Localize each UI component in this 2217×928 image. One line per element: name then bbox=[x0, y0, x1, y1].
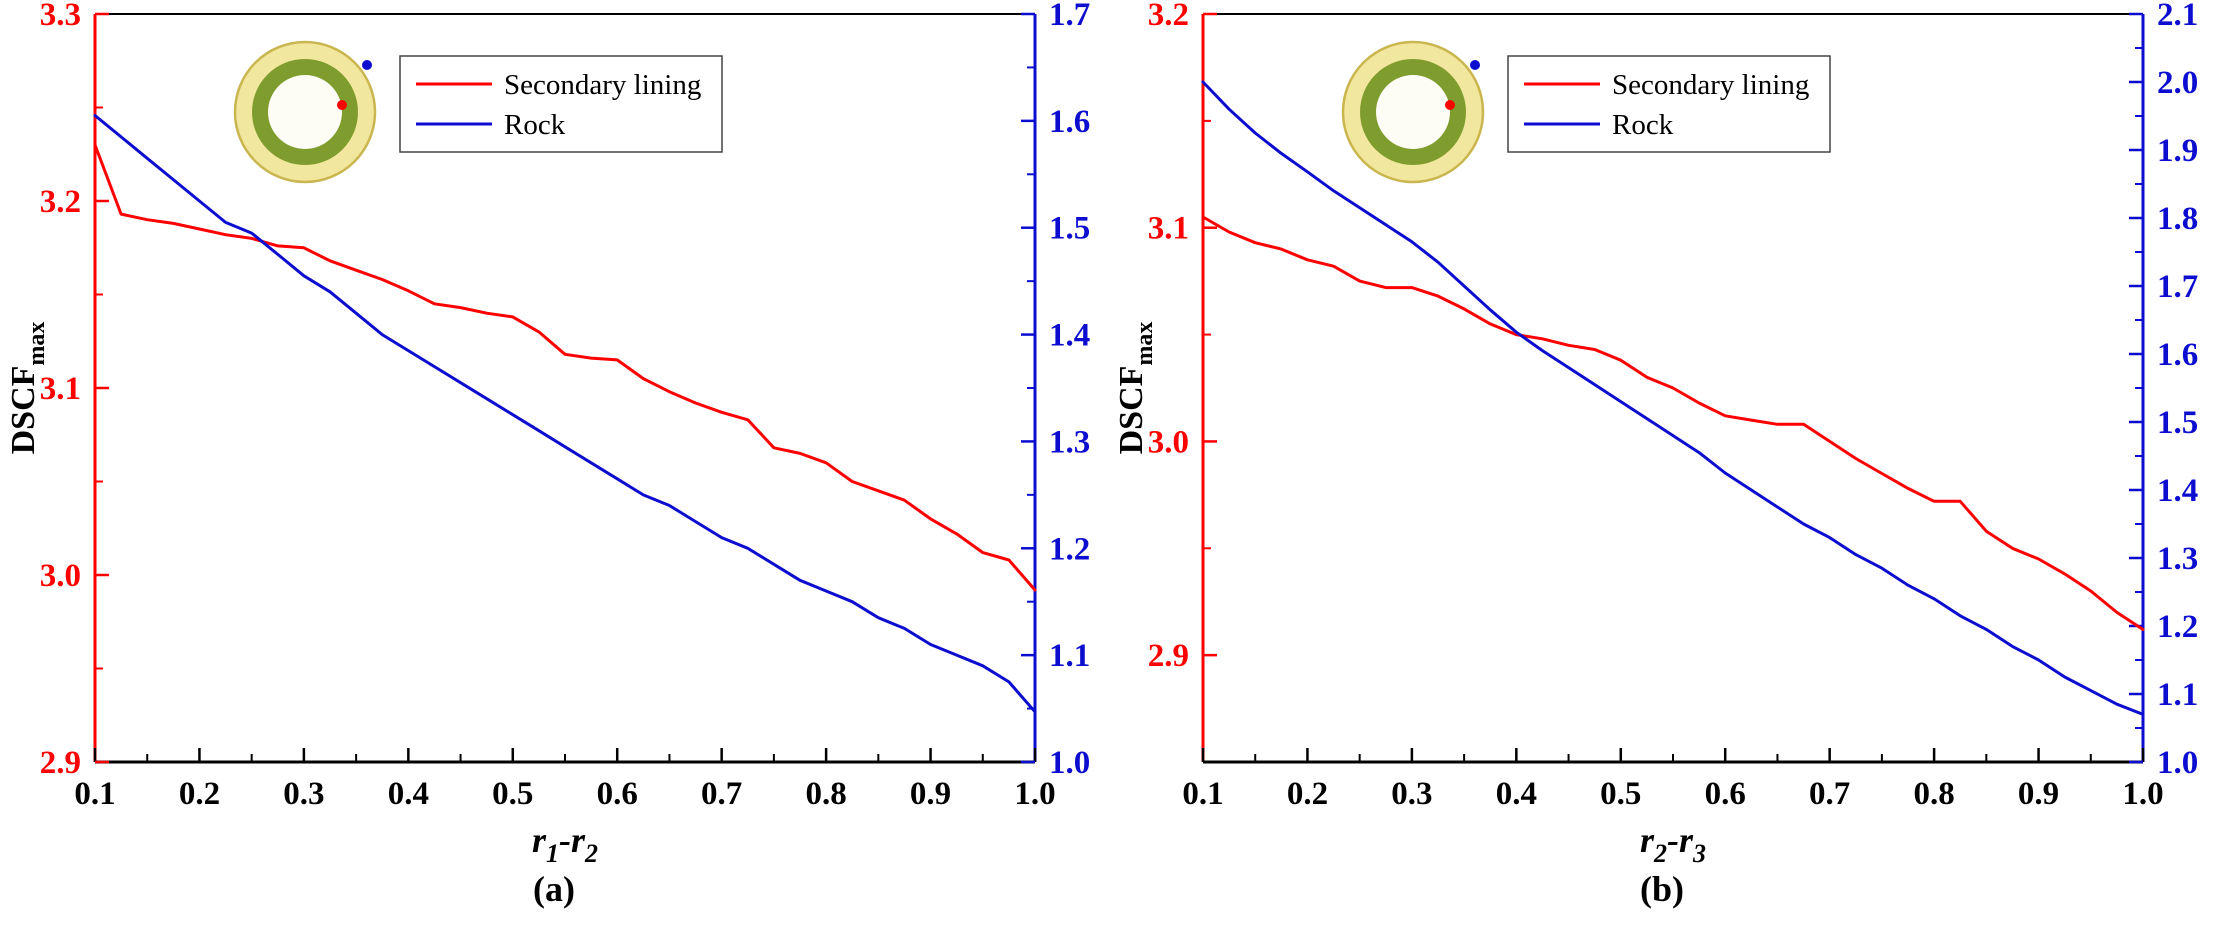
tunnel-cross-section-inset bbox=[233, 40, 377, 184]
x-tick-label: 0.3 bbox=[1391, 776, 1432, 812]
x-tick-label: 0.2 bbox=[179, 776, 220, 812]
right-tick-label: 1.7 bbox=[2157, 269, 2198, 305]
chart-svg-a: 0.1 0.2 0.3 0.4 0.5 0.6 0.7 0.8 0.9 1.0 2.9 3.0 3.1 3… bbox=[5, 0, 1090, 864]
right-tick-label: 1.5 bbox=[2157, 405, 2198, 441]
x-tick-label: 0.6 bbox=[1705, 776, 1746, 812]
left-tick-label: 2.9 bbox=[1148, 638, 1189, 674]
x-tick-label: 0.1 bbox=[1182, 776, 1223, 812]
chart-panel-a: 0.1 0.2 0.3 0.4 0.5 0.6 0.7 0.8 0.9 1.0 2.9 3.0 3.1 3… bbox=[0, 0, 1108, 928]
x-tick-label: 0.9 bbox=[2018, 776, 2059, 812]
x-tick-label: 0.8 bbox=[1913, 776, 1954, 812]
x-tick-label: 0.4 bbox=[388, 776, 429, 812]
legend-box bbox=[399, 55, 723, 153]
x-tick-label: 0.4 bbox=[1496, 776, 1537, 812]
series-line-secondary-lining bbox=[1201, 215, 2145, 631]
x-tick-label: 0.1 bbox=[74, 776, 115, 812]
lining-point-marker bbox=[337, 100, 347, 110]
right-tick-label: 1.1 bbox=[1049, 638, 1090, 674]
left-tick-label: 3.0 bbox=[1148, 424, 1189, 460]
right-tick-label: 1.4 bbox=[1049, 318, 1090, 354]
panel-caption-b: (b) bbox=[1640, 869, 1684, 909]
left-tick-label: 2.9 bbox=[40, 745, 81, 781]
series-line-rock bbox=[1201, 80, 2145, 716]
chart-svg-b: 0.1 0.2 0.3 0.4 0.5 0.6 0.7 0.8 0.9 1.0 2.9 3.0 3.1 3… bbox=[1113, 0, 2198, 864]
x-tick-label: 0.7 bbox=[701, 776, 742, 812]
left-tick-label: 3.2 bbox=[40, 184, 81, 220]
rock-point-marker bbox=[1470, 60, 1480, 70]
right-tick-label: 1.1 bbox=[2157, 677, 2198, 713]
x-tick-label: 0.2 bbox=[1287, 776, 1328, 812]
legend-label: Secondary lining bbox=[504, 69, 701, 101]
chart-panel-b: 0.1 0.2 0.3 0.4 0.5 0.6 0.7 0.8 0.9 1.0 2.9 3.0 3.1 3… bbox=[1108, 0, 2216, 928]
x-tick-label: 0.5 bbox=[492, 776, 533, 812]
x-tick-label: 0.3 bbox=[283, 776, 324, 812]
right-tick-label: 1.0 bbox=[1049, 745, 1090, 781]
right-tick-label: 2.1 bbox=[2157, 0, 2198, 33]
x-tick-label: 0.8 bbox=[805, 776, 846, 812]
right-tick-label: 1.0 bbox=[2157, 745, 2198, 781]
left-tick-label: 3.2 bbox=[1148, 0, 1189, 33]
x-axis-label: r1-r2 bbox=[532, 820, 598, 864]
series-line-secondary-lining bbox=[93, 143, 1037, 592]
right-tick-label: 2.0 bbox=[2157, 65, 2198, 101]
right-tick-label: 1.3 bbox=[2157, 541, 2198, 577]
tunnel-cross-section-inset bbox=[1341, 40, 1485, 184]
x-tick-label: 0.5 bbox=[1600, 776, 1641, 812]
legend-label: Rock bbox=[504, 109, 566, 141]
right-tick-label: 1.2 bbox=[1049, 531, 1090, 567]
left-tick-label: 3.0 bbox=[40, 558, 81, 594]
y-axis-label: DSCFmax bbox=[5, 322, 50, 455]
right-tick-label: 1.5 bbox=[1049, 211, 1090, 247]
rock-point-marker bbox=[362, 60, 372, 70]
right-tick-label: 1.8 bbox=[2157, 201, 2198, 237]
legend-label: Secondary lining bbox=[1612, 69, 1809, 101]
x-tick-label: 1.0 bbox=[2122, 776, 2163, 812]
legend-box bbox=[1507, 55, 1831, 153]
series-line-rock bbox=[93, 114, 1037, 714]
x-tick-label: 0.6 bbox=[597, 776, 638, 812]
right-tick-label: 1.2 bbox=[2157, 609, 2198, 645]
y-axis-label: DSCFmax bbox=[1113, 322, 1158, 455]
tunnel-opening bbox=[1376, 75, 1450, 149]
left-tick-label: 3.1 bbox=[40, 371, 81, 407]
right-tick-label: 1.4 bbox=[2157, 473, 2198, 509]
x-tick-label: 0.7 bbox=[1809, 776, 1850, 812]
right-tick-label: 1.3 bbox=[1049, 424, 1090, 460]
right-tick-label: 1.9 bbox=[2157, 133, 2198, 169]
x-tick-label: 1.0 bbox=[1014, 776, 1055, 812]
x-axis-label: r2-r3 bbox=[1640, 820, 1706, 864]
right-tick-label: 1.6 bbox=[1049, 104, 1090, 140]
left-tick-label: 3.1 bbox=[1148, 211, 1189, 247]
left-tick-label: 3.3 bbox=[40, 0, 81, 33]
lining-point-marker bbox=[1445, 100, 1455, 110]
right-tick-label: 1.7 bbox=[1049, 0, 1090, 33]
tunnel-opening bbox=[268, 75, 342, 149]
x-tick-label: 0.9 bbox=[910, 776, 951, 812]
legend-label: Rock bbox=[1612, 109, 1674, 141]
right-tick-label: 1.6 bbox=[2157, 337, 2198, 373]
panel-caption-a: (a) bbox=[533, 869, 575, 909]
